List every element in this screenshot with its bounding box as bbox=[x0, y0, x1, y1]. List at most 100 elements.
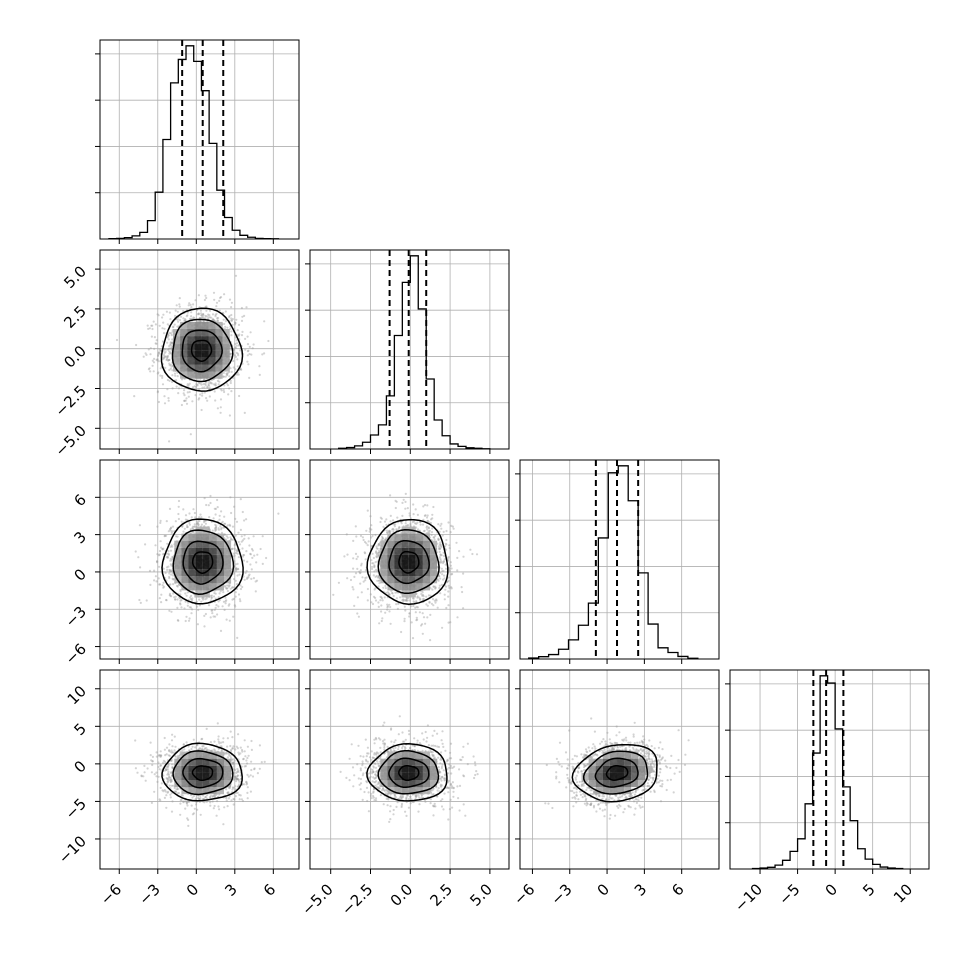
scatter-point bbox=[419, 597, 422, 601]
scatter-point bbox=[186, 525, 189, 529]
scatter-point bbox=[425, 526, 428, 529]
density-cell bbox=[194, 336, 202, 344]
scatter-point bbox=[235, 344, 238, 347]
scatter-point bbox=[405, 599, 408, 602]
scatter-point bbox=[240, 334, 244, 337]
scatter-point bbox=[216, 722, 219, 725]
scatter-point bbox=[230, 334, 233, 337]
scatter-point bbox=[186, 524, 189, 527]
scatter-point bbox=[240, 535, 243, 538]
scatter-point bbox=[157, 371, 160, 374]
scatter-point bbox=[434, 586, 437, 589]
scatter-point bbox=[209, 494, 212, 498]
scatter-point bbox=[171, 572, 174, 575]
scatter-point bbox=[415, 592, 418, 595]
scatter-point bbox=[449, 561, 452, 564]
scatter-point bbox=[161, 383, 165, 386]
scatter-point bbox=[178, 297, 181, 300]
contour-level-1 bbox=[190, 339, 213, 362]
scatter-point bbox=[246, 576, 249, 579]
scatter-point bbox=[426, 604, 429, 607]
scatter-point bbox=[222, 526, 225, 529]
scatter-point bbox=[158, 549, 162, 553]
scatter-point bbox=[361, 536, 364, 539]
scatter-point bbox=[167, 772, 170, 775]
scatter-point bbox=[202, 383, 205, 386]
scatter-point bbox=[391, 592, 394, 595]
scatter-point bbox=[377, 554, 380, 557]
scatter-point bbox=[421, 594, 424, 597]
contour-level-1 bbox=[398, 550, 420, 574]
scatter-point bbox=[167, 334, 170, 337]
scatter-point bbox=[201, 394, 204, 397]
scatter-point bbox=[174, 309, 177, 312]
scatter-point bbox=[214, 526, 218, 530]
scatter-point bbox=[434, 585, 437, 588]
scatter-point bbox=[362, 538, 365, 542]
scatter-point bbox=[160, 601, 163, 604]
scatter-point bbox=[445, 567, 448, 570]
scatter-point bbox=[220, 528, 223, 531]
scatter-point bbox=[443, 558, 446, 561]
scatter-point bbox=[175, 385, 178, 388]
density-cell bbox=[222, 336, 230, 344]
scatter-point bbox=[254, 580, 257, 583]
scatter-point bbox=[241, 330, 244, 333]
scatter-point bbox=[196, 605, 199, 608]
scatter-point bbox=[380, 604, 383, 607]
scatter-point bbox=[221, 605, 224, 608]
scatter-point bbox=[160, 546, 163, 549]
scatter-point bbox=[439, 561, 442, 564]
scatter-point bbox=[150, 335, 153, 338]
scatter-point bbox=[169, 344, 172, 347]
density-cell bbox=[195, 547, 203, 555]
scatter-point bbox=[156, 359, 159, 362]
scatter-point bbox=[450, 586, 453, 589]
scatter-point bbox=[203, 391, 206, 394]
density-cell bbox=[174, 569, 182, 577]
scatter-point bbox=[372, 556, 375, 560]
scatter-point bbox=[169, 367, 172, 370]
scatter-point bbox=[216, 319, 219, 322]
scatter-point bbox=[166, 341, 169, 344]
scatter-point bbox=[434, 534, 437, 538]
scatter-point bbox=[462, 607, 465, 610]
scatter-point bbox=[432, 604, 435, 607]
scatter-point bbox=[381, 617, 384, 620]
scatter-point bbox=[189, 528, 192, 531]
density-cell bbox=[408, 533, 416, 541]
scatter-point bbox=[370, 567, 374, 571]
scatter-point bbox=[381, 599, 384, 602]
scatter-point bbox=[169, 570, 172, 573]
density-cell bbox=[415, 562, 423, 570]
scatter-point bbox=[441, 573, 444, 576]
scatter-point bbox=[208, 314, 211, 317]
scatter-point bbox=[435, 599, 438, 602]
scatter-point bbox=[184, 600, 187, 603]
plot-area bbox=[100, 460, 299, 659]
scatter-point bbox=[163, 348, 166, 351]
density-cell bbox=[215, 329, 223, 337]
density-cell bbox=[387, 576, 395, 584]
density-cell bbox=[224, 562, 232, 570]
scatter-point bbox=[421, 593, 425, 597]
scatter-point bbox=[169, 343, 172, 346]
scatter-point bbox=[447, 557, 450, 560]
scatter-point bbox=[247, 537, 250, 540]
scatter-point bbox=[255, 561, 258, 564]
scatter-point bbox=[214, 597, 217, 600]
scatter-point bbox=[439, 547, 442, 550]
scatter-point bbox=[391, 527, 395, 531]
density-cell bbox=[224, 569, 232, 577]
scatter-point bbox=[163, 327, 166, 330]
scatter-point bbox=[211, 318, 215, 321]
scatter-point bbox=[377, 605, 380, 609]
scatter-point bbox=[165, 598, 168, 602]
scatter-point bbox=[428, 521, 431, 524]
scatter-point bbox=[388, 529, 391, 533]
scatter-point bbox=[192, 508, 195, 511]
scatter-point bbox=[237, 373, 240, 376]
scatter-point bbox=[438, 548, 441, 551]
scatter-point bbox=[171, 338, 174, 341]
density-cell bbox=[202, 547, 210, 555]
